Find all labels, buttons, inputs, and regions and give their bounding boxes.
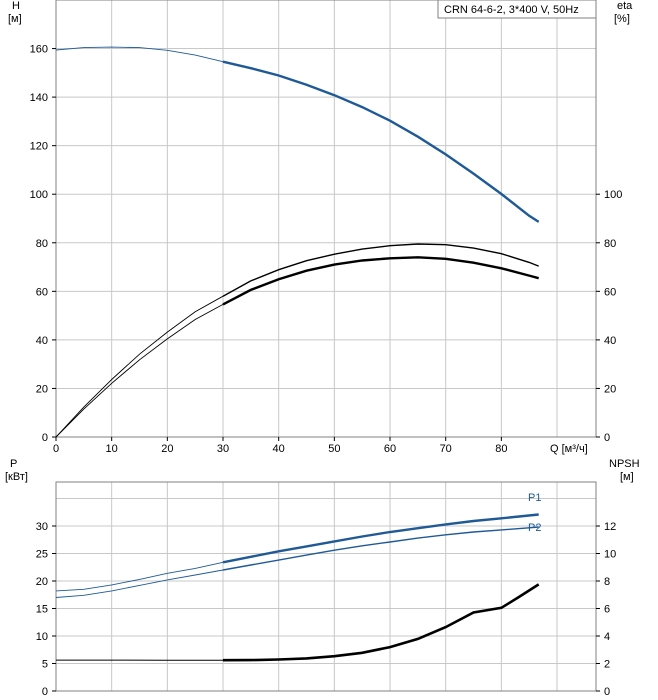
y-axis-unit-eta: [%] <box>614 13 630 25</box>
y-axis-unit-P: [кВт] <box>5 471 28 483</box>
y-tick-label-left: 20 <box>36 576 48 588</box>
power-p1-curve-dashed-segment <box>55 561 224 592</box>
y-tick-label-right: 10 <box>604 549 616 561</box>
x-tick-label: 40 <box>273 443 285 455</box>
power-p1-curve-line <box>222 513 539 564</box>
series-label-P1: P1 <box>528 492 541 504</box>
y-tick-label-right: 4 <box>604 631 610 643</box>
x-tick-label: 50 <box>328 443 340 455</box>
y-tick-label-right: 2 <box>604 659 610 671</box>
y-tick-label-left: 140 <box>30 92 48 104</box>
x-tick-label: 30 <box>217 443 229 455</box>
x-axis-label: Q [м³/ч] <box>550 443 588 455</box>
y-tick-label-left: 80 <box>36 238 48 250</box>
y-tick-label-right: 0 <box>604 432 610 444</box>
power-p2-curve-line <box>222 526 539 571</box>
y-axis-name-P: P <box>10 458 17 470</box>
chart-title-box <box>437 0 597 19</box>
y-tick-label-right: 100 <box>604 189 622 201</box>
y-axis-name-eta: eta <box>617 0 633 12</box>
head-curve-dashed-segment <box>55 46 224 63</box>
chart-title: CRN 64-6-2, 3*400 V, 50Hz <box>444 4 579 16</box>
y-tick-label-right: 0 <box>604 686 610 698</box>
y-tick-label-left: 40 <box>36 335 48 347</box>
x-tick-label: 60 <box>384 443 396 455</box>
y-tick-label-left: 160 <box>30 44 48 56</box>
y-tick-label-right: 20 <box>604 383 616 395</box>
efficiency-total-curve-dashed-segment <box>55 304 224 438</box>
npsh-curve-line <box>222 583 540 662</box>
y-axis-name-H: H <box>12 0 20 12</box>
x-tick-label: 70 <box>440 443 452 455</box>
series-label-P2: P2 <box>528 522 541 534</box>
y-tick-label-left: 60 <box>36 286 48 298</box>
head-curve-line <box>222 60 540 223</box>
y-tick-label-left: 20 <box>36 383 48 395</box>
y-tick-label-left: 5 <box>42 659 48 671</box>
y-tick-label-right: 12 <box>604 521 616 533</box>
top-panel: 0 10 20 30 40 50 60 70 80 0 20 40 60 80 100 120 140 160 0 2… <box>30 0 622 455</box>
plot-frame <box>55 0 597 438</box>
efficiency-hydraulic-curve-dashed-segment <box>55 295 224 438</box>
y-tick-label-left: 120 <box>30 141 48 153</box>
y-axis-name-NPSH: NPSH <box>609 458 640 470</box>
x-tick-label: 10 <box>106 443 118 455</box>
y-tick-label-left: 0 <box>42 432 48 444</box>
y-tick-label-right: 80 <box>604 238 616 250</box>
efficiency-total-curve-line <box>222 256 540 306</box>
y-tick-label-left: 10 <box>36 631 48 643</box>
y-tick-label-right: 60 <box>604 286 616 298</box>
efficiency-hydraulic-curve-line <box>222 243 539 297</box>
y-tick-label-right: 40 <box>604 335 616 347</box>
y-tick-label-right: 8 <box>604 576 610 588</box>
y-axis-unit-NPSH: [м] <box>620 471 634 483</box>
plot-frame <box>55 481 597 692</box>
y-tick-label-left: 100 <box>30 189 48 201</box>
x-tick-label: 20 <box>161 443 173 455</box>
y-tick-label-left: 30 <box>36 521 48 533</box>
bottom-panel: 0 5 10 15 20 25 30 0 2 4 6 8 10 12 <box>36 481 616 698</box>
x-tick-label: 0 <box>53 443 59 455</box>
y-tick-label-left: 25 <box>36 549 48 561</box>
y-tick-label-right: 6 <box>604 604 610 616</box>
power-p2-curve-dashed-segment <box>55 569 224 598</box>
y-axis-unit-H: [м] <box>8 13 22 25</box>
y-tick-label-left: 15 <box>36 604 48 616</box>
x-tick-label: 80 <box>495 443 507 455</box>
y-tick-label-left: 0 <box>42 686 48 698</box>
